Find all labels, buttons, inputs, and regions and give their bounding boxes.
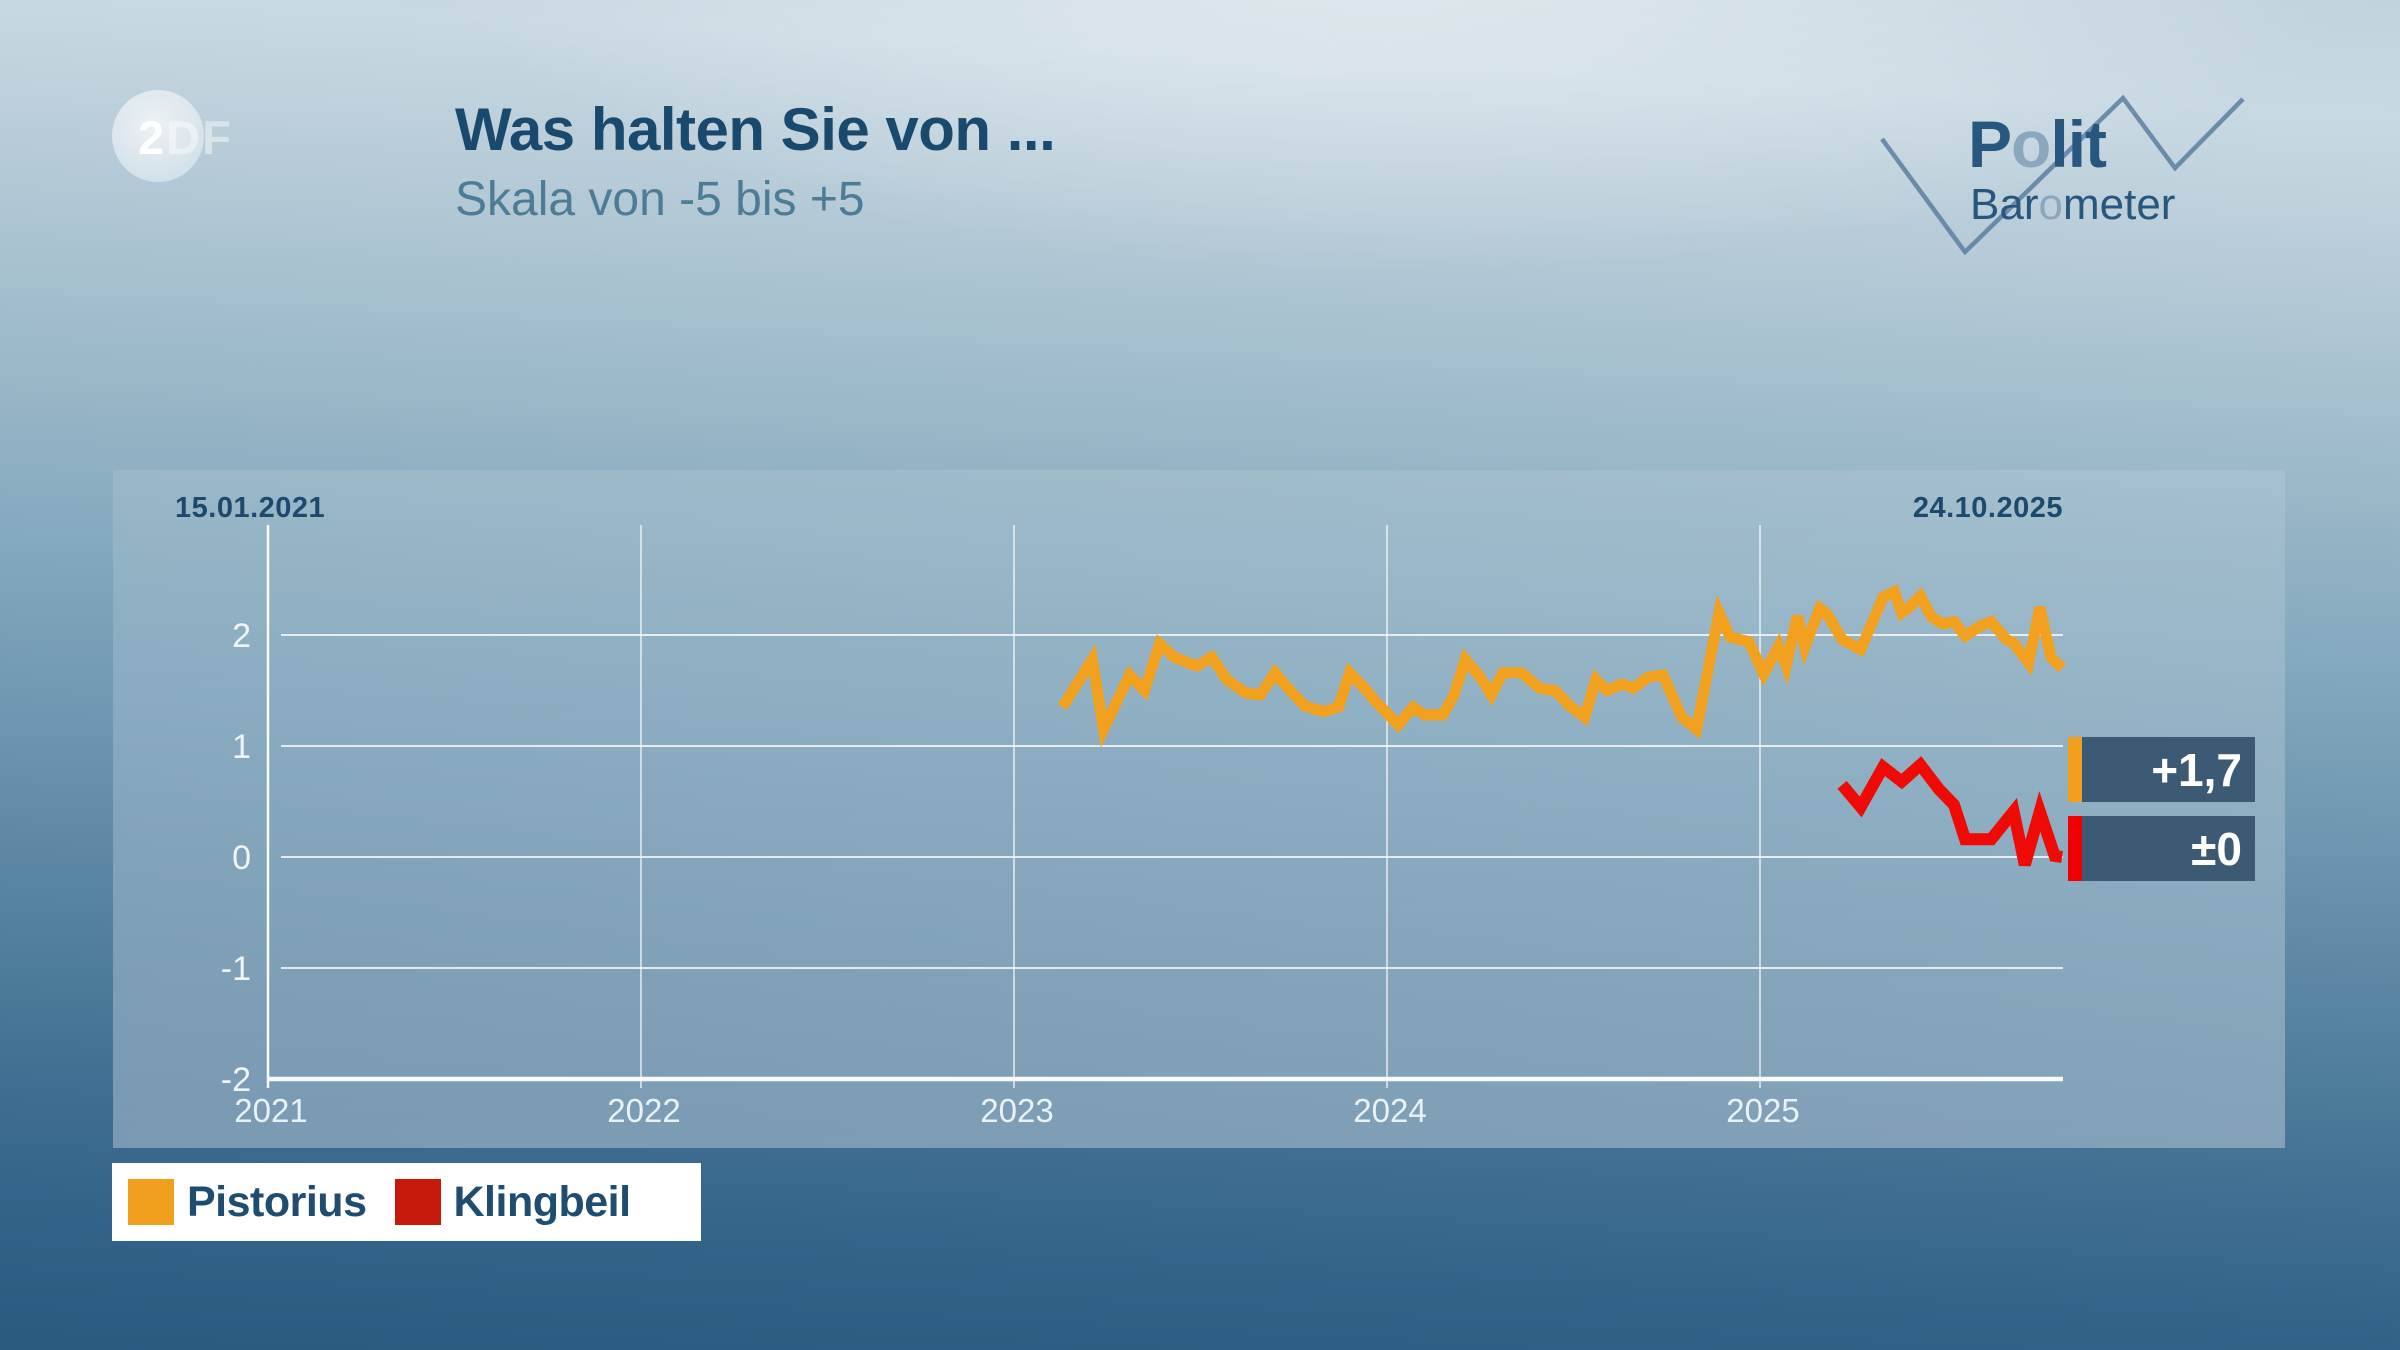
- politbarometer-logo-line2: Barometer: [1970, 180, 2175, 230]
- x-tick-label: 2024: [1353, 1092, 1426, 1129]
- baro-bar: Bar: [1970, 180, 2039, 229]
- y-tick-label: -2: [221, 1061, 251, 1099]
- legend: Pistorius Klingbeil: [112, 1163, 701, 1241]
- baro-meter: meter: [2062, 180, 2176, 229]
- polit-o: o: [2011, 107, 2051, 181]
- zdf-logo-text: 2DF: [138, 110, 233, 165]
- legend-label-klingbeil: Klingbeil: [453, 1177, 632, 1226]
- legend-swatch-klingbeil: [394, 1179, 441, 1225]
- badge-value-pistorius: +1,7: [2151, 744, 2242, 796]
- series-line-klingbeil: [1837, 756, 2063, 867]
- x-tick-label: 2025: [1726, 1092, 1799, 1129]
- period-start-date: 15.01.2021: [175, 492, 326, 524]
- badge-accent-bar-pistorius: [2068, 737, 2082, 802]
- badge-value-klingbeil: ±0: [2191, 823, 2242, 875]
- chart-panel: [113, 470, 2285, 1148]
- y-tick-label: -1: [221, 950, 251, 988]
- value-badge-pistorius: +1,7: [2068, 737, 2255, 802]
- polit-p: P: [1968, 107, 2012, 181]
- x-tick-label: 2021: [234, 1092, 307, 1129]
- y-tick-label: 0: [232, 839, 251, 877]
- zdf-logo-icon: [112, 90, 204, 182]
- period-end-date: 24.10.2025: [1912, 492, 2063, 524]
- x-tick-label: 2023: [980, 1092, 1053, 1129]
- zdf-logo-2: 2: [138, 111, 167, 164]
- x-tick-label: 2022: [607, 1092, 680, 1129]
- page-title: Was halten Sie von ...: [455, 96, 1056, 163]
- badge-accent-bar-klingbeil: [2068, 816, 2082, 881]
- baro-o: o: [2038, 180, 2063, 229]
- legend-label-pistorius: Pistorius: [187, 1177, 367, 1226]
- legend-swatch-pistorius: [128, 1179, 174, 1225]
- page-subtitle: Skala von -5 bis +5: [455, 173, 865, 226]
- value-badge-klingbeil: ±0: [2068, 816, 2255, 881]
- politbarometer-logo-line1: Polit: [1968, 106, 2107, 182]
- y-tick-label: 2: [232, 617, 251, 655]
- y-tick-label: 1: [232, 728, 251, 766]
- series-line-pistorius: [1057, 583, 2066, 748]
- polit-lit: lit: [2050, 107, 2107, 181]
- zdf-logo-df: DF: [166, 111, 233, 164]
